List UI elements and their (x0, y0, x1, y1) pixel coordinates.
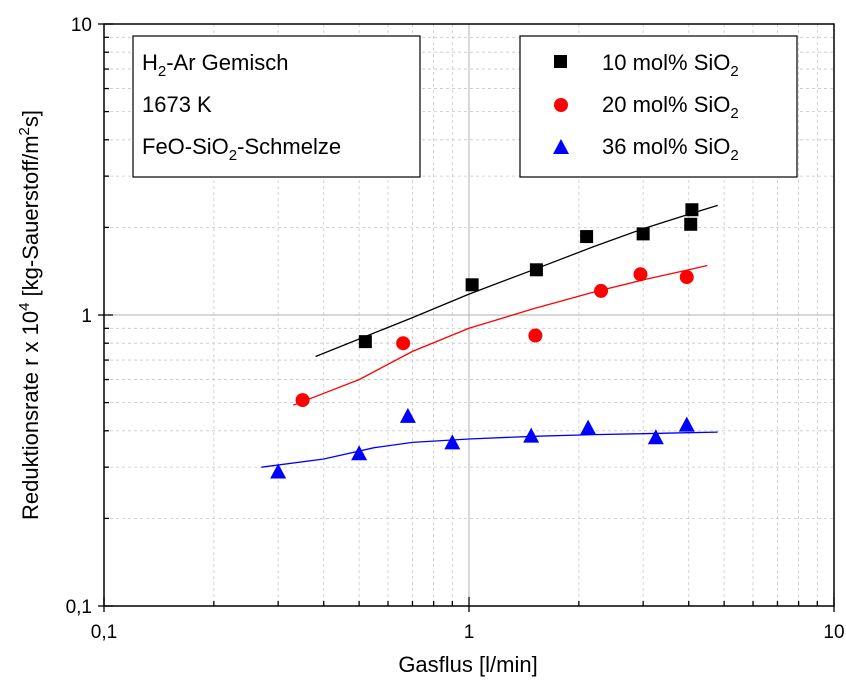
legend-label-36: 36 mol% SiO2 (602, 134, 739, 164)
data-point-square (358, 335, 372, 349)
data-point-square (465, 278, 479, 292)
fit-lines (261, 204, 718, 468)
data-point-triangle (270, 463, 287, 479)
fit-line-series-0 (315, 204, 718, 358)
data-point-square (580, 230, 594, 244)
legend-marker-circle (554, 98, 568, 112)
data-point-triangle (580, 419, 597, 435)
data-point-triangle (523, 427, 540, 443)
data-point-circle (396, 336, 411, 351)
data-point-triangle (678, 416, 695, 432)
data-point-circle (679, 270, 694, 285)
data-point-triangle (647, 429, 664, 445)
data-point-square (636, 227, 650, 241)
data-point-square (684, 217, 698, 231)
annotation-line-1: H2-Ar Gemisch (142, 50, 288, 80)
axis-ticks: 0,1 1 10 0,1 1 10 (66, 15, 845, 643)
data-point-circle (295, 393, 310, 408)
data-point-circle (594, 283, 609, 298)
data-point-triangle (444, 434, 461, 450)
annotation-line-2: 1673 K (142, 92, 212, 117)
annotation-line-3: FeO-SiO2-Schmelze (142, 134, 341, 164)
x-tick-label: 0,1 (91, 622, 117, 643)
y-tick-label: 0,1 (66, 597, 92, 618)
data-point-square (529, 263, 543, 277)
x-tick-label: 1 (464, 622, 475, 643)
annotation-box: H2-Ar Gemisch 1673 K FeO-SiO2-Schmelze (132, 35, 421, 178)
y-tick-label: 10 (71, 15, 92, 36)
legend-marker-triangle (553, 139, 569, 154)
legend-label-20: 20 mol% SiO2 (602, 92, 739, 122)
x-tick-label: 10 (823, 622, 844, 643)
y-axis-title: Reduktionsrate r x 104 [kg-Sauerstoff/m2… (16, 110, 43, 520)
data-point-circle (528, 328, 543, 343)
data-point-triangle (399, 407, 416, 423)
legend: 10 mol% SiO2 20 mol% SiO2 36 mol% SiO2 (519, 35, 798, 178)
legend-marker-square (554, 55, 567, 68)
data-point-square (685, 203, 699, 217)
data-point-triangle (351, 445, 368, 461)
data-points (270, 203, 699, 479)
data-point-circle (633, 267, 648, 282)
fit-line-series-1 (293, 264, 708, 406)
x-axis-title: Gasflus [l/min] (398, 652, 537, 677)
legend-label-10: 10 mol% SiO2 (602, 50, 739, 80)
annotation-box-frame (132, 35, 421, 178)
y-tick-label: 1 (81, 306, 92, 327)
fit-line-series-2 (261, 431, 718, 468)
